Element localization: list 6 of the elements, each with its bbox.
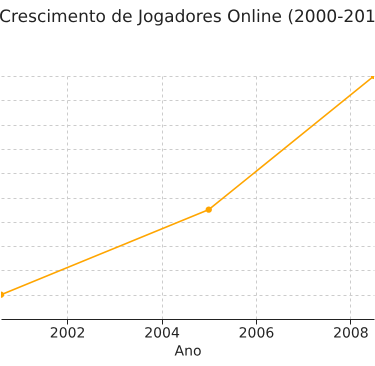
chart-title: Crescimento de Jogadores Online (2000-201 — [0, 7, 375, 27]
x-axis-title: Ano — [174, 344, 202, 360]
x-tick-label: 2006 — [238, 326, 274, 342]
x-tick-label: 2008 — [333, 326, 369, 342]
x-tick-label: 2004 — [144, 326, 180, 342]
x-tick-label: 2002 — [50, 326, 86, 342]
